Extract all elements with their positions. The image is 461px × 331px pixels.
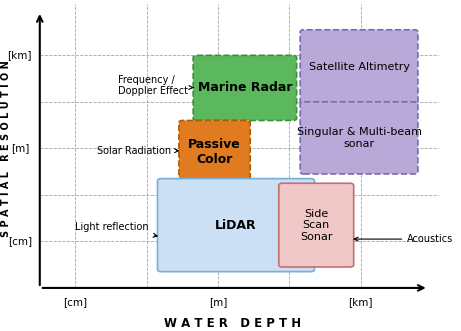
- Text: LiDAR: LiDAR: [215, 219, 257, 232]
- Text: Light reflection: Light reflection: [76, 222, 157, 237]
- Text: W A T E R   D E P T H: W A T E R D E P T H: [164, 317, 301, 330]
- Text: Frequency /
Doppler Effect: Frequency / Doppler Effect: [118, 75, 194, 96]
- Text: Passive
Color: Passive Color: [188, 138, 241, 166]
- Text: Singular & Multi-beam
sonar: Singular & Multi-beam sonar: [296, 127, 421, 149]
- FancyBboxPatch shape: [300, 102, 418, 174]
- Text: [m]: [m]: [11, 143, 29, 153]
- Text: S P A T I A L   R E S O L U T I O N: S P A T I A L R E S O L U T I O N: [0, 60, 11, 237]
- Text: Marine Radar: Marine Radar: [198, 81, 292, 94]
- Text: Acoustics: Acoustics: [354, 234, 454, 244]
- FancyBboxPatch shape: [179, 120, 250, 183]
- Text: Side
Scan
Sonar: Side Scan Sonar: [300, 209, 332, 242]
- Text: Solar Radiation: Solar Radiation: [97, 146, 178, 156]
- Text: [cm]: [cm]: [8, 236, 32, 246]
- FancyBboxPatch shape: [158, 179, 314, 272]
- FancyBboxPatch shape: [193, 55, 296, 120]
- Text: [km]: [km]: [7, 50, 32, 60]
- Text: Satellite Altimetry: Satellite Altimetry: [308, 62, 409, 72]
- FancyBboxPatch shape: [279, 183, 354, 267]
- Text: [m]: [m]: [209, 297, 227, 307]
- FancyBboxPatch shape: [300, 30, 418, 104]
- Text: [km]: [km]: [349, 297, 373, 307]
- Text: [cm]: [cm]: [64, 297, 88, 307]
